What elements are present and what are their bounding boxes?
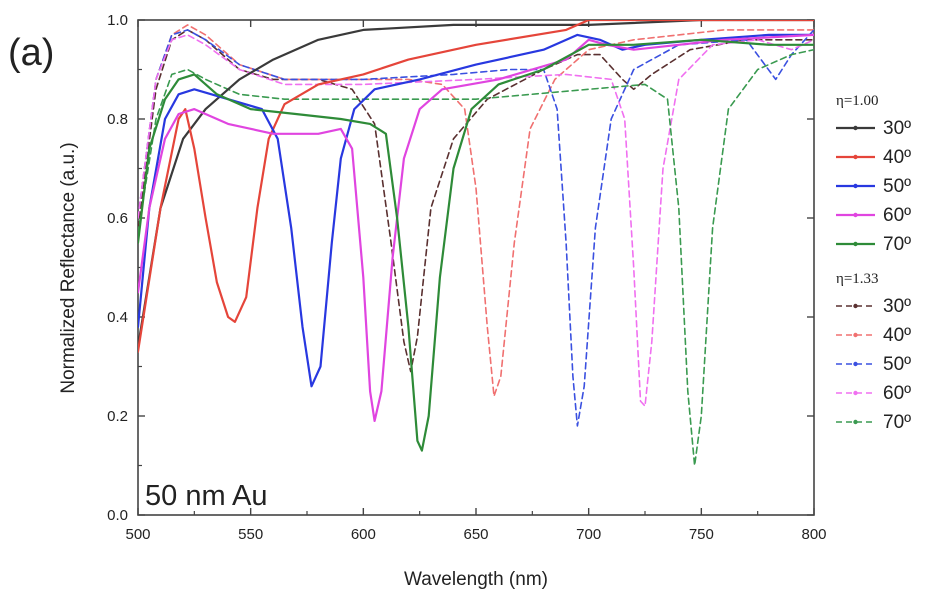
legend-marker <box>853 241 858 247</box>
legend-marker <box>853 361 858 367</box>
series-line-n100-50 <box>138 33 814 388</box>
y-axis-ticks: 0.0 0.2 0.4 0.6 0.8 1.0 <box>107 12 814 524</box>
y-tick-label: 0.6 <box>107 210 128 227</box>
legend-marker <box>853 390 858 396</box>
x-tick-label: 550 <box>238 526 263 543</box>
legend-label: 40º <box>883 325 911 346</box>
legend-label: 70º <box>883 412 911 433</box>
legend-label: 30º <box>883 296 911 317</box>
legend-marker <box>853 332 858 338</box>
series-line-n133-60 <box>138 34 814 407</box>
legend-label: 30º <box>883 118 911 139</box>
series-line-n133-70 <box>138 48 814 467</box>
x-tick-label: 800 <box>801 526 826 543</box>
panel-label: (a) <box>8 32 54 74</box>
legend-label: 60º <box>883 205 911 226</box>
x-tick-label: 650 <box>463 526 488 543</box>
y-tick-label: 0.0 <box>107 507 128 524</box>
legend-label: 50º <box>883 176 911 197</box>
series-line-n100-40 <box>138 20 814 353</box>
x-tick-label: 750 <box>689 526 714 543</box>
y-tick-label: 0.8 <box>107 111 128 128</box>
legend: η=1.0030º40º50º60º70ºη=1.3330º40º50º60º7… <box>836 93 911 433</box>
legend-label: 70º <box>883 234 911 255</box>
series-line-n100-70 <box>138 38 814 452</box>
legend-group-title: η=1.00 <box>836 93 879 109</box>
series-line-n100-30 <box>138 20 814 348</box>
series-layer <box>138 20 814 467</box>
legend-marker <box>853 154 858 160</box>
legend-label: 60º <box>883 383 911 404</box>
x-tick-label: 600 <box>351 526 376 543</box>
y-tick-label: 0.4 <box>107 309 128 326</box>
y-axis-label: Normalized Reflectance (a.u.) <box>58 142 79 393</box>
series-line-n133-50 <box>138 29 814 427</box>
legend-group-title: η=1.33 <box>836 271 879 287</box>
legend-marker <box>853 303 858 309</box>
series-line-n133-30 <box>138 29 814 373</box>
y-tick-label: 1.0 <box>107 12 128 29</box>
series-line-n133-40 <box>138 24 814 397</box>
x-axis-label: Wavelength (nm) <box>404 569 548 590</box>
legend-marker <box>853 125 858 131</box>
y-tick-label: 0.2 <box>107 408 128 425</box>
legend-marker <box>853 419 858 425</box>
legend-marker <box>853 212 858 218</box>
sample-annotation: 50 nm Au <box>145 480 268 512</box>
legend-label: 50º <box>883 354 911 375</box>
x-tick-label: 700 <box>576 526 601 543</box>
x-axis-ticks: 500 550 600 650 700 750 800 <box>125 20 827 543</box>
legend-label: 40º <box>883 147 911 168</box>
x-tick-label: 500 <box>125 526 150 543</box>
legend-marker <box>853 183 858 189</box>
